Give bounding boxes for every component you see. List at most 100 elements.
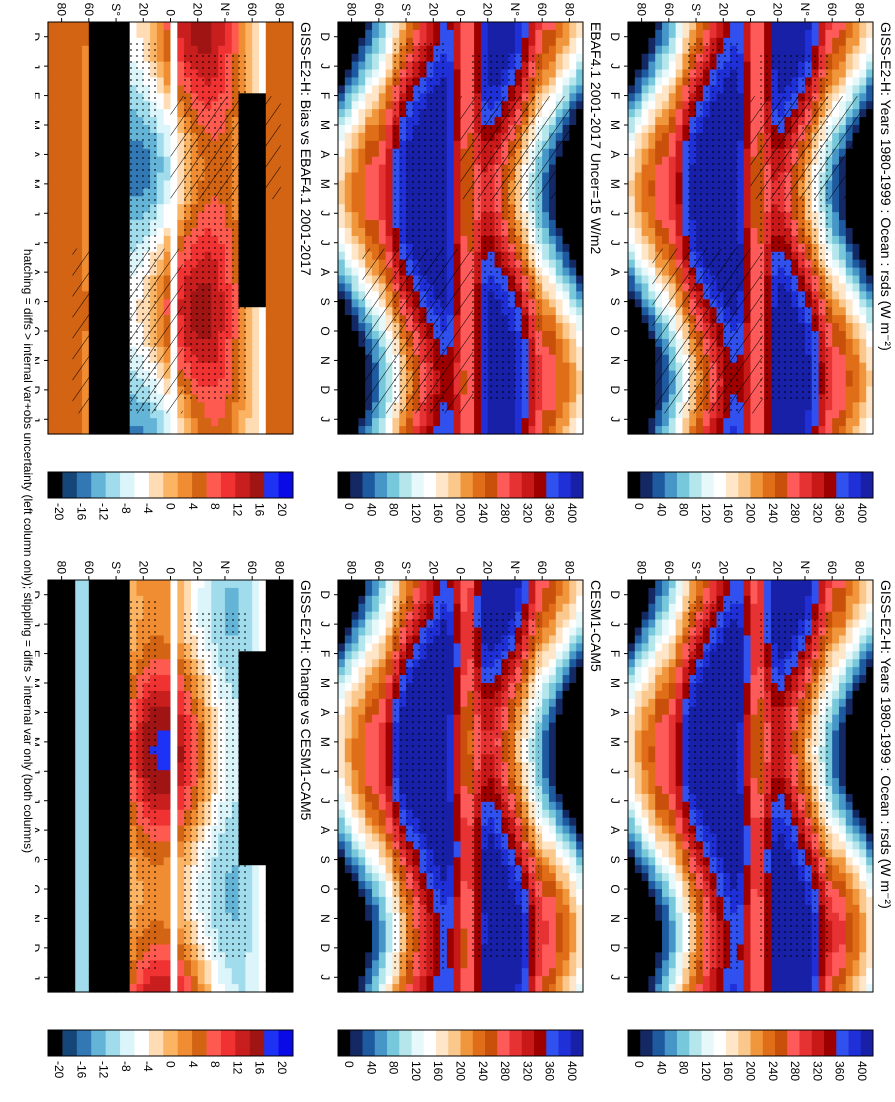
heatmap-cell bbox=[675, 968, 683, 977]
heatmap-cell bbox=[817, 976, 826, 985]
heatmap-cell bbox=[797, 960, 805, 969]
heatmap-cell bbox=[851, 960, 860, 969]
heatmap-cell bbox=[555, 220, 563, 229]
heatmap-cell bbox=[722, 976, 731, 985]
heatmap-cell bbox=[364, 140, 373, 150]
panel-title: EBAF4.1 2001-2017 Uncer=15 W/m2 bbox=[588, 22, 604, 255]
heatmap-cell bbox=[391, 22, 400, 31]
heatmap-cell bbox=[804, 426, 812, 435]
heatmap-cell bbox=[831, 849, 839, 858]
heatmap-cell bbox=[627, 243, 635, 253]
heatmap-cell bbox=[722, 418, 731, 427]
heatmap-cell bbox=[668, 196, 676, 205]
heatmap-cell bbox=[568, 228, 577, 237]
heatmap-cell bbox=[845, 960, 853, 969]
heatmap-cell bbox=[661, 196, 669, 205]
heatmap-cell bbox=[337, 148, 345, 158]
heatmap-cell bbox=[627, 402, 635, 411]
heatmap-cell bbox=[453, 132, 461, 142]
heatmap-cell bbox=[351, 164, 359, 174]
heatmap-cell bbox=[668, 69, 676, 79]
heatmap-cell bbox=[344, 156, 352, 166]
heatmap-cell bbox=[749, 746, 758, 755]
heatmap-cell bbox=[858, 85, 867, 94]
heatmap-cell bbox=[453, 109, 461, 118]
heatmap-cell bbox=[661, 587, 669, 597]
heatmap-cell bbox=[675, 188, 683, 197]
heatmap-cell bbox=[453, 156, 461, 166]
heatmap-cell bbox=[709, 984, 717, 993]
heatmap-cell bbox=[865, 730, 873, 740]
heatmap-cell bbox=[845, 346, 853, 356]
colorbar-swatch bbox=[725, 1030, 739, 1056]
heatmap-cell bbox=[777, 45, 785, 55]
heatmap-cell bbox=[647, 778, 656, 787]
heatmap-cell bbox=[675, 786, 683, 795]
heatmap-cell bbox=[838, 22, 846, 31]
heatmap-cell bbox=[743, 960, 751, 969]
colorbar-swatch bbox=[664, 472, 677, 498]
heatmap-cell bbox=[845, 212, 853, 221]
heatmap-cell bbox=[378, 22, 386, 31]
heatmap-cell bbox=[661, 889, 669, 898]
heatmap-cell bbox=[548, 251, 556, 261]
heatmap-cell bbox=[647, 619, 656, 629]
heatmap-cell bbox=[695, 580, 703, 589]
heatmap-cell bbox=[749, 960, 758, 969]
heatmap-cell bbox=[634, 307, 642, 316]
heatmap-cell bbox=[548, 85, 556, 94]
heatmap-cell bbox=[344, 22, 352, 31]
heatmap-cell bbox=[668, 944, 676, 953]
heatmap-cell bbox=[634, 730, 642, 740]
heatmap-cell bbox=[845, 738, 853, 747]
x-tick-label: M bbox=[608, 737, 622, 747]
heatmap-cell bbox=[641, 706, 649, 716]
colorbar-label: 0 bbox=[632, 1061, 646, 1068]
heatmap-cell bbox=[654, 865, 663, 874]
heatmap-cell bbox=[661, 85, 669, 94]
heatmap-cell bbox=[337, 228, 345, 237]
heatmap-cell bbox=[851, 315, 860, 324]
heatmap-cell bbox=[647, 754, 656, 763]
panel-title: GISS-E2-H: Years 1980-1999 : Ocean : rsd… bbox=[878, 22, 894, 351]
heatmap-cell bbox=[371, 53, 379, 63]
heatmap-cell bbox=[357, 61, 366, 71]
heatmap-cell bbox=[838, 762, 846, 771]
heatmap-cell bbox=[831, 825, 839, 835]
heatmap-cell bbox=[668, 809, 676, 819]
heatmap-cell bbox=[634, 172, 642, 182]
x-tick-label: O bbox=[608, 884, 622, 893]
heatmap-cell bbox=[865, 378, 873, 388]
heatmap-cell bbox=[743, 786, 751, 795]
heatmap-cell bbox=[668, 801, 676, 811]
heatmap-cell bbox=[371, 45, 379, 55]
heatmap-cell bbox=[459, 53, 468, 63]
heatmap-cell bbox=[453, 235, 461, 245]
heatmap-cell bbox=[845, 936, 853, 946]
heatmap-cell bbox=[865, 587, 873, 597]
heatmap-cell bbox=[654, 220, 663, 229]
heatmap-cell bbox=[493, 29, 502, 39]
heatmap-cell bbox=[824, 29, 833, 39]
heatmap-cell bbox=[634, 952, 642, 961]
heatmap-cell bbox=[654, 228, 663, 237]
heatmap-cell bbox=[845, 683, 853, 692]
heatmap-cell bbox=[845, 643, 853, 652]
heatmap-cell bbox=[749, 595, 758, 605]
heatmap-cell bbox=[459, 69, 468, 79]
heatmap-cell bbox=[749, 587, 758, 597]
heatmap-cell bbox=[641, 275, 649, 285]
heatmap-cell bbox=[749, 762, 758, 771]
heatmap-cell bbox=[351, 22, 359, 31]
y-tick-label: 60 bbox=[825, 3, 839, 17]
heatmap-cell bbox=[797, 45, 805, 55]
heatmap-cell bbox=[337, 22, 345, 31]
heatmap-cell bbox=[743, 188, 751, 197]
colorbar-swatch bbox=[762, 472, 775, 498]
heatmap-cell bbox=[811, 402, 819, 411]
y-tick-label: 20 bbox=[716, 3, 730, 17]
heatmap-cell bbox=[654, 619, 663, 629]
heatmap-cell bbox=[661, 817, 669, 827]
heatmap-cell bbox=[702, 22, 710, 31]
heatmap-cell bbox=[364, 228, 373, 237]
